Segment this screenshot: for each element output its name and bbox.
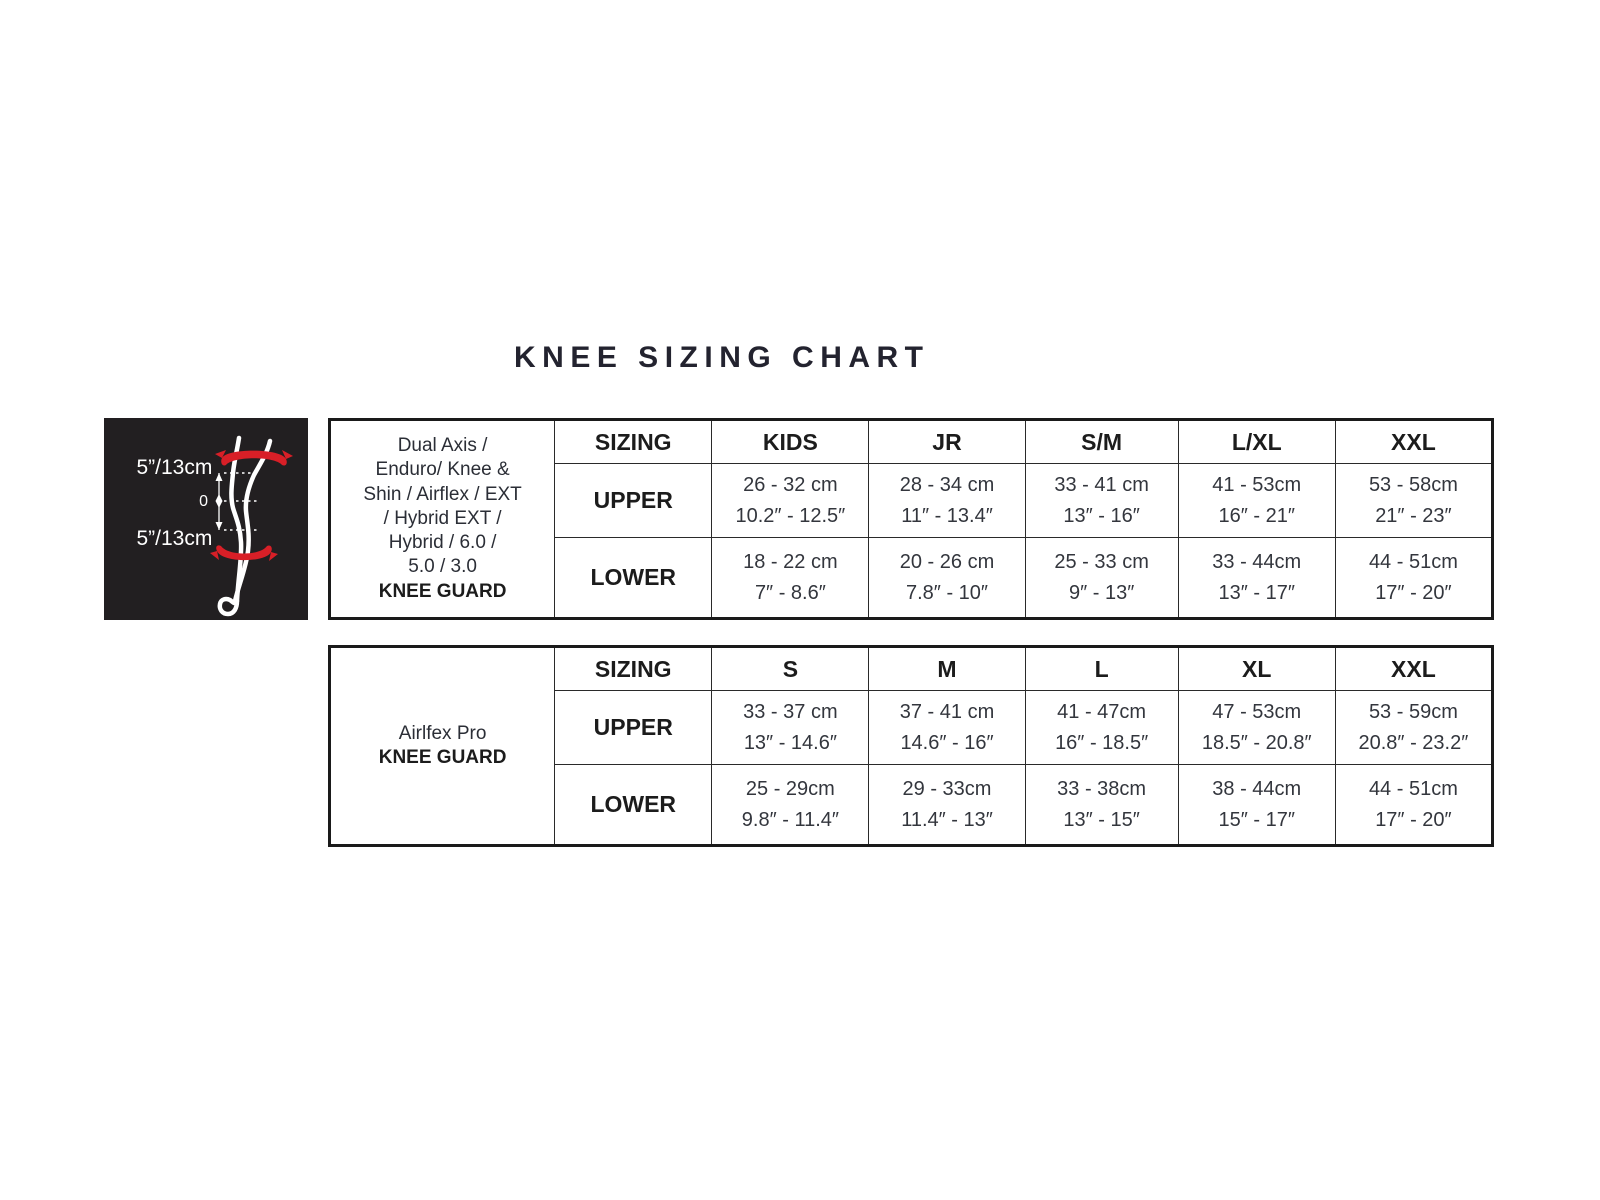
svg-text:0: 0 — [199, 493, 208, 510]
svg-text:5”/13cm: 5”/13cm — [137, 527, 213, 550]
svg-text:5”/13cm: 5”/13cm — [137, 456, 213, 479]
